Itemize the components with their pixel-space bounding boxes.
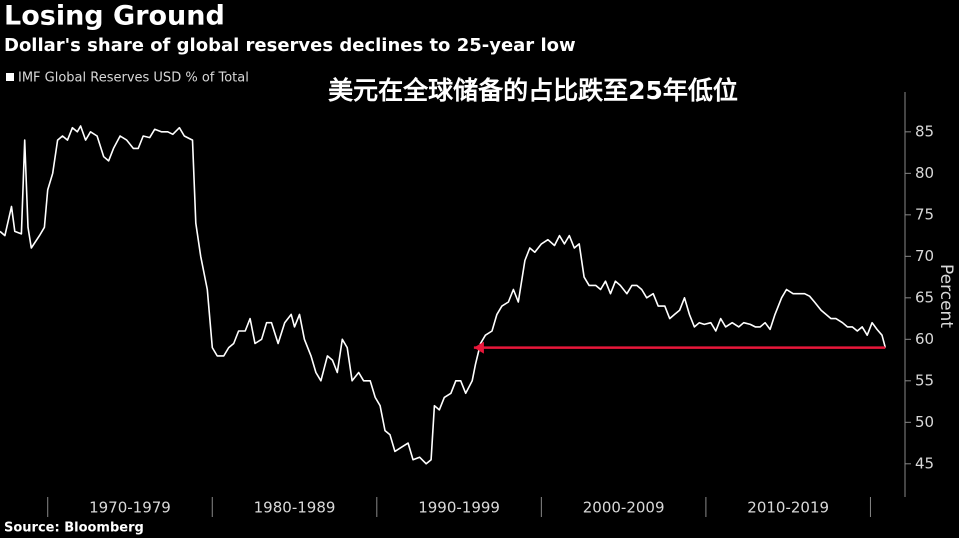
x-tick-label: 1970-1979	[89, 499, 171, 517]
y-tick-label: 45	[915, 454, 934, 472]
chart-subtitle: Dollar's share of global reserves declin…	[4, 35, 576, 56]
arrow-head	[473, 341, 484, 354]
y-tick-label: 75	[915, 205, 934, 223]
legend-label: IMF Global Reserves USD % of Total	[18, 71, 249, 86]
y-tick-label: 85	[915, 122, 934, 140]
y-tick-label: 70	[915, 247, 934, 265]
x-tick-label: 2010-2019	[747, 499, 829, 517]
y-tick-label: 80	[915, 164, 934, 182]
y-tick-label: 65	[915, 288, 934, 306]
chart-title: Losing Ground	[4, 1, 225, 32]
annotation: 美元在全球储备的占比跌至25年低位	[328, 76, 738, 105]
source: Source: Bloomberg	[4, 521, 144, 536]
y-tick-label: 60	[915, 330, 934, 348]
y-tick-label: 55	[915, 371, 934, 389]
data-line	[0, 125, 887, 465]
x-tick-label: 1990-1999	[418, 499, 500, 517]
y-axis-label: Percent	[936, 264, 956, 328]
x-tick-label: 2000-2009	[583, 499, 665, 517]
y-tick-label: 50	[915, 413, 934, 431]
legend-swatch	[6, 73, 14, 81]
x-tick-label: 1980-1989	[254, 499, 336, 517]
